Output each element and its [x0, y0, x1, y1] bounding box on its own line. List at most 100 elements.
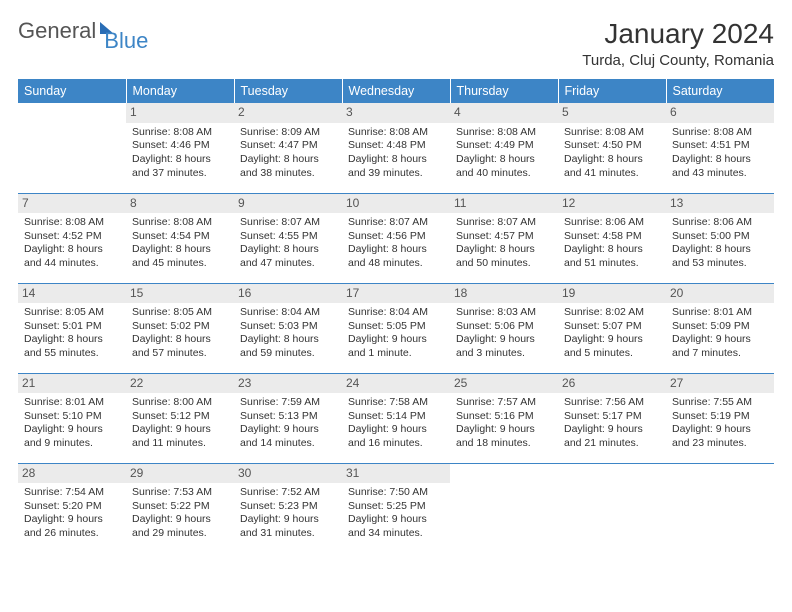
daylight-line: Daylight: 8 hours and 45 minutes. — [132, 243, 228, 270]
sunset-line: Sunset: 4:58 PM — [564, 230, 660, 244]
day-number: 8 — [126, 194, 234, 214]
day-number: 26 — [558, 374, 666, 394]
calendar-cell: 28Sunrise: 7:54 AMSunset: 5:20 PMDayligh… — [18, 463, 126, 553]
day-details: Sunrise: 7:54 AMSunset: 5:20 PMDaylight:… — [22, 486, 122, 541]
day-details: Sunrise: 7:55 AMSunset: 5:19 PMDaylight:… — [670, 396, 770, 451]
calendar-cell: 30Sunrise: 7:52 AMSunset: 5:23 PMDayligh… — [234, 463, 342, 553]
sunset-line: Sunset: 5:25 PM — [348, 500, 444, 514]
calendar-cell: 19Sunrise: 8:02 AMSunset: 5:07 PMDayligh… — [558, 283, 666, 373]
sunrise-line: Sunrise: 8:08 AM — [672, 126, 768, 140]
sunset-line: Sunset: 5:14 PM — [348, 410, 444, 424]
sunset-line: Sunset: 5:09 PM — [672, 320, 768, 334]
calendar-cell: 25Sunrise: 7:57 AMSunset: 5:16 PMDayligh… — [450, 373, 558, 463]
sunrise-line: Sunrise: 8:04 AM — [240, 306, 336, 320]
daylight-line: Daylight: 9 hours and 11 minutes. — [132, 423, 228, 450]
month-title: January 2024 — [582, 18, 774, 50]
day-number: 31 — [342, 464, 450, 484]
calendar-row: 21Sunrise: 8:01 AMSunset: 5:10 PMDayligh… — [18, 373, 774, 463]
daylight-line: Daylight: 9 hours and 18 minutes. — [456, 423, 552, 450]
calendar-cell: . — [18, 103, 126, 193]
day-details: Sunrise: 8:04 AMSunset: 5:03 PMDaylight:… — [238, 306, 338, 361]
sunrise-line: Sunrise: 8:05 AM — [132, 306, 228, 320]
calendar-row: 28Sunrise: 7:54 AMSunset: 5:20 PMDayligh… — [18, 463, 774, 553]
sunset-line: Sunset: 5:23 PM — [240, 500, 336, 514]
logo-text-blue: Blue — [104, 28, 148, 54]
sunset-line: Sunset: 5:19 PM — [672, 410, 768, 424]
sunset-line: Sunset: 5:10 PM — [24, 410, 120, 424]
sunrise-line: Sunrise: 8:01 AM — [672, 306, 768, 320]
day-number: 16 — [234, 284, 342, 304]
daylight-line: Daylight: 8 hours and 51 minutes. — [564, 243, 660, 270]
daylight-line: Daylight: 9 hours and 31 minutes. — [240, 513, 336, 540]
day-details: Sunrise: 8:07 AMSunset: 4:55 PMDaylight:… — [238, 216, 338, 271]
sunset-line: Sunset: 5:02 PM — [132, 320, 228, 334]
calendar-cell: 21Sunrise: 8:01 AMSunset: 5:10 PMDayligh… — [18, 373, 126, 463]
daylight-line: Daylight: 8 hours and 40 minutes. — [456, 153, 552, 180]
day-details: Sunrise: 8:08 AMSunset: 4:54 PMDaylight:… — [130, 216, 230, 271]
calendar-cell: 9Sunrise: 8:07 AMSunset: 4:55 PMDaylight… — [234, 193, 342, 283]
calendar-cell: . — [666, 463, 774, 553]
sunrise-line: Sunrise: 8:08 AM — [456, 126, 552, 140]
sunrise-line: Sunrise: 8:06 AM — [564, 216, 660, 230]
calendar-cell: 31Sunrise: 7:50 AMSunset: 5:25 PMDayligh… — [342, 463, 450, 553]
daylight-line: Daylight: 8 hours and 39 minutes. — [348, 153, 444, 180]
sunset-line: Sunset: 4:54 PM — [132, 230, 228, 244]
calendar-cell: 5Sunrise: 8:08 AMSunset: 4:50 PMDaylight… — [558, 103, 666, 193]
day-details: Sunrise: 7:52 AMSunset: 5:23 PMDaylight:… — [238, 486, 338, 541]
sunset-line: Sunset: 5:00 PM — [672, 230, 768, 244]
sunset-line: Sunset: 4:46 PM — [132, 139, 228, 153]
sunset-line: Sunset: 4:49 PM — [456, 139, 552, 153]
daylight-line: Daylight: 9 hours and 14 minutes. — [240, 423, 336, 450]
day-number: 9 — [234, 194, 342, 214]
day-details: Sunrise: 8:04 AMSunset: 5:05 PMDaylight:… — [346, 306, 446, 361]
sunset-line: Sunset: 5:06 PM — [456, 320, 552, 334]
day-details: Sunrise: 8:08 AMSunset: 4:48 PMDaylight:… — [346, 126, 446, 181]
sunrise-line: Sunrise: 7:59 AM — [240, 396, 336, 410]
header: General Blue January 2024 Turda, Cluj Co… — [18, 18, 774, 69]
sunrise-line: Sunrise: 8:05 AM — [24, 306, 120, 320]
day-number: 15 — [126, 284, 234, 304]
daylight-line: Daylight: 8 hours and 44 minutes. — [24, 243, 120, 270]
day-number: 19 — [558, 284, 666, 304]
sunrise-line: Sunrise: 7:56 AM — [564, 396, 660, 410]
day-details: Sunrise: 8:02 AMSunset: 5:07 PMDaylight:… — [562, 306, 662, 361]
sunrise-line: Sunrise: 8:08 AM — [132, 216, 228, 230]
day-number: 17 — [342, 284, 450, 304]
sunset-line: Sunset: 5:01 PM — [24, 320, 120, 334]
title-block: January 2024 Turda, Cluj County, Romania — [582, 18, 774, 69]
day-details: Sunrise: 7:50 AMSunset: 5:25 PMDaylight:… — [346, 486, 446, 541]
day-details: Sunrise: 8:08 AMSunset: 4:46 PMDaylight:… — [130, 126, 230, 181]
calendar-cell: 10Sunrise: 8:07 AMSunset: 4:56 PMDayligh… — [342, 193, 450, 283]
day-number: 20 — [666, 284, 774, 304]
day-details: Sunrise: 8:06 AMSunset: 4:58 PMDaylight:… — [562, 216, 662, 271]
daylight-line: Daylight: 8 hours and 50 minutes. — [456, 243, 552, 270]
day-number: 28 — [18, 464, 126, 484]
sunrise-line: Sunrise: 8:04 AM — [348, 306, 444, 320]
day-details: Sunrise: 7:58 AMSunset: 5:14 PMDaylight:… — [346, 396, 446, 451]
sunrise-line: Sunrise: 8:08 AM — [132, 126, 228, 140]
day-number: 13 — [666, 194, 774, 214]
calendar-row: 7Sunrise: 8:08 AMSunset: 4:52 PMDaylight… — [18, 193, 774, 283]
day-number: 29 — [126, 464, 234, 484]
sunrise-line: Sunrise: 7:57 AM — [456, 396, 552, 410]
weekday-header: Monday — [126, 79, 234, 103]
daylight-line: Daylight: 9 hours and 1 minute. — [348, 333, 444, 360]
daylight-line: Daylight: 9 hours and 34 minutes. — [348, 513, 444, 540]
sunrise-line: Sunrise: 7:54 AM — [24, 486, 120, 500]
day-details: Sunrise: 8:07 AMSunset: 4:57 PMDaylight:… — [454, 216, 554, 271]
sunset-line: Sunset: 5:05 PM — [348, 320, 444, 334]
sunset-line: Sunset: 4:47 PM — [240, 139, 336, 153]
sunset-line: Sunset: 5:16 PM — [456, 410, 552, 424]
daylight-line: Daylight: 9 hours and 26 minutes. — [24, 513, 120, 540]
sunset-line: Sunset: 5:13 PM — [240, 410, 336, 424]
day-number: 23 — [234, 374, 342, 394]
day-number: 7 — [18, 194, 126, 214]
sunrise-line: Sunrise: 8:07 AM — [456, 216, 552, 230]
weekday-header: Sunday — [18, 79, 126, 103]
sunrise-line: Sunrise: 8:08 AM — [24, 216, 120, 230]
calendar-cell: . — [450, 463, 558, 553]
calendar-cell: 14Sunrise: 8:05 AMSunset: 5:01 PMDayligh… — [18, 283, 126, 373]
day-details: Sunrise: 8:01 AMSunset: 5:10 PMDaylight:… — [22, 396, 122, 451]
calendar-cell: 26Sunrise: 7:56 AMSunset: 5:17 PMDayligh… — [558, 373, 666, 463]
sunrise-line: Sunrise: 8:09 AM — [240, 126, 336, 140]
